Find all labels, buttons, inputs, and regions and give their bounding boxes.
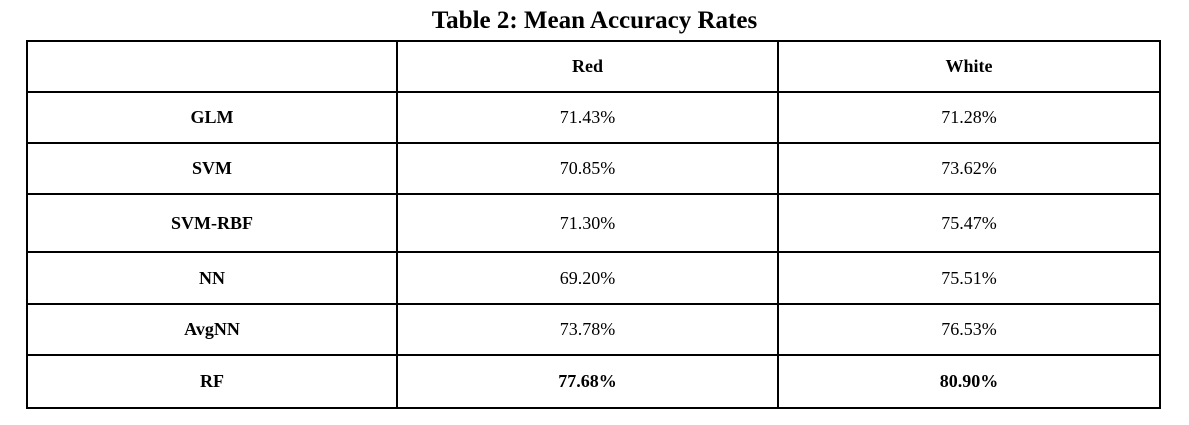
table-row: AvgNN 73.78% 76.53%	[26, 303, 1161, 356]
row-label-rf: RF	[26, 354, 398, 409]
row-label-avgnn: AvgNN	[26, 303, 398, 356]
cell-red-avgnn: 73.78%	[396, 303, 779, 356]
header-cell-red: Red	[396, 40, 779, 93]
table-row: SVM 70.85% 73.62%	[26, 142, 1161, 195]
row-label-glm: GLM	[26, 91, 398, 144]
table-title: Table 2: Mean Accuracy Rates	[431, 7, 758, 34]
header-cell-white: White	[777, 40, 1161, 93]
row-label-nn: NN	[26, 251, 398, 305]
cell-white-avgnn: 76.53%	[777, 303, 1161, 356]
cell-white-nn: 75.51%	[777, 251, 1161, 305]
row-label-svm: SVM	[26, 142, 398, 195]
accuracy-table: Red White GLM 71.43% 71.28% SVM 70.85% 7…	[26, 40, 1161, 409]
cell-white-glm: 71.28%	[777, 91, 1161, 144]
cell-red-svm: 70.85%	[396, 142, 779, 195]
row-label-svm-rbf: SVM-RBF	[26, 193, 398, 253]
header-row: Red White	[26, 40, 1161, 93]
cell-white-svm: 73.62%	[777, 142, 1161, 195]
cell-white-rf: 80.90%	[777, 354, 1161, 409]
table-row: GLM 71.43% 71.28%	[26, 91, 1161, 144]
table-row: SVM-RBF 71.30% 75.47%	[26, 193, 1161, 253]
table-row: RF 77.68% 80.90%	[26, 354, 1161, 409]
cell-red-svm-rbf: 71.30%	[396, 193, 779, 253]
header-cell-blank	[26, 40, 398, 93]
cell-red-glm: 71.43%	[396, 91, 779, 144]
cell-red-rf: 77.68%	[396, 354, 779, 409]
cell-red-nn: 69.20%	[396, 251, 779, 305]
table-row: NN 69.20% 75.51%	[26, 251, 1161, 305]
cell-white-svm-rbf: 75.47%	[777, 193, 1161, 253]
